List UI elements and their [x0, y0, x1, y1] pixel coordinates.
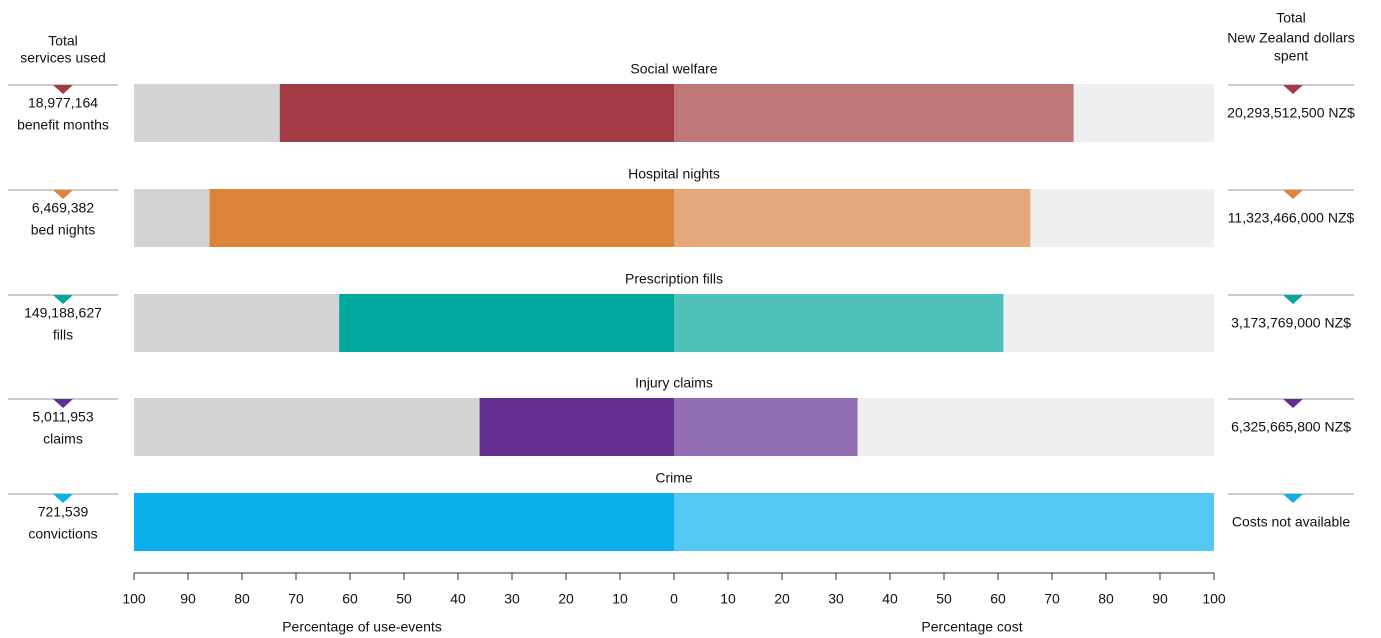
x-tick-label: 100 — [122, 591, 146, 607]
category-label: Prescription fills — [625, 271, 723, 287]
x-tick-label: 50 — [936, 591, 952, 607]
right-bar — [674, 189, 1031, 247]
services-label: bed nights — [31, 222, 96, 238]
left-header: services used — [20, 50, 106, 66]
right-bar — [674, 398, 858, 456]
x-tick-label: 90 — [1152, 591, 1168, 607]
marker — [53, 295, 73, 304]
x-tick-label: 60 — [342, 591, 358, 607]
left-bar — [479, 398, 674, 456]
services-label: fills — [53, 327, 73, 343]
x-axis-label: Percentage cost — [921, 619, 1022, 635]
x-tick-label: 70 — [1044, 591, 1060, 607]
right-bar — [674, 493, 1214, 551]
left-bar — [339, 294, 674, 352]
x-tick-label: 80 — [234, 591, 250, 607]
x-tick-label: 30 — [504, 591, 520, 607]
cost-label: 6,325,665,800 NZ$ — [1231, 419, 1351, 435]
left-bar — [209, 189, 674, 247]
x-tick-label: 100 — [1202, 591, 1226, 607]
right-bar — [674, 84, 1074, 142]
services-label: 5,011,953 — [32, 409, 93, 425]
x-tick-label: 10 — [720, 591, 736, 607]
services-label: 6,469,382 — [32, 200, 94, 216]
left-bar — [279, 84, 674, 142]
marker — [1283, 190, 1303, 199]
cost-label: 3,173,769,000 NZ$ — [1231, 315, 1351, 331]
cost-label: Costs not available — [1232, 514, 1351, 530]
category-label: Injury claims — [635, 375, 713, 391]
left-header: Total — [48, 33, 78, 49]
right-header: Total — [1276, 10, 1306, 26]
x-tick-label: 80 — [1098, 591, 1114, 607]
cost-label: 20,293,512,500 NZ$ — [1227, 105, 1355, 121]
marker — [1283, 399, 1303, 408]
services-label: benefit months — [17, 117, 109, 133]
x-axis-label: Percentage of use-events — [282, 619, 442, 635]
x-tick-label: 40 — [882, 591, 898, 607]
right-bar — [674, 294, 1004, 352]
x-tick-label: 40 — [450, 591, 466, 607]
services-label: claims — [43, 431, 83, 447]
x-tick-label: 50 — [396, 591, 412, 607]
services-label: convictions — [28, 526, 97, 542]
category-label: Hospital nights — [628, 166, 720, 182]
x-tick-label: 70 — [288, 591, 304, 607]
category-label: Social welfare — [630, 61, 717, 77]
x-tick-label: 30 — [828, 591, 844, 607]
x-tick-label: 20 — [558, 591, 574, 607]
services-label: 721,539 — [38, 504, 89, 520]
x-tick-label: 60 — [990, 591, 1006, 607]
marker — [53, 85, 73, 94]
x-tick-label: 0 — [670, 591, 678, 607]
services-label: 149,188,627 — [24, 305, 102, 321]
x-tick-label: 20 — [774, 591, 790, 607]
marker — [1283, 85, 1303, 94]
services-label: 18,977,164 — [28, 95, 98, 111]
marker — [53, 399, 73, 408]
marker — [1283, 494, 1303, 503]
marker — [53, 190, 73, 199]
right-header: New Zealand dollars — [1227, 30, 1355, 46]
category-label: Crime — [655, 470, 693, 486]
x-tick-label: 10 — [612, 591, 628, 607]
cost-label: 11,323,466,000 NZ$ — [1228, 210, 1355, 226]
marker — [1283, 295, 1303, 304]
left-bar — [134, 493, 674, 551]
x-tick-label: 90 — [180, 591, 196, 607]
marker — [53, 494, 73, 503]
right-header: spent — [1274, 48, 1308, 64]
